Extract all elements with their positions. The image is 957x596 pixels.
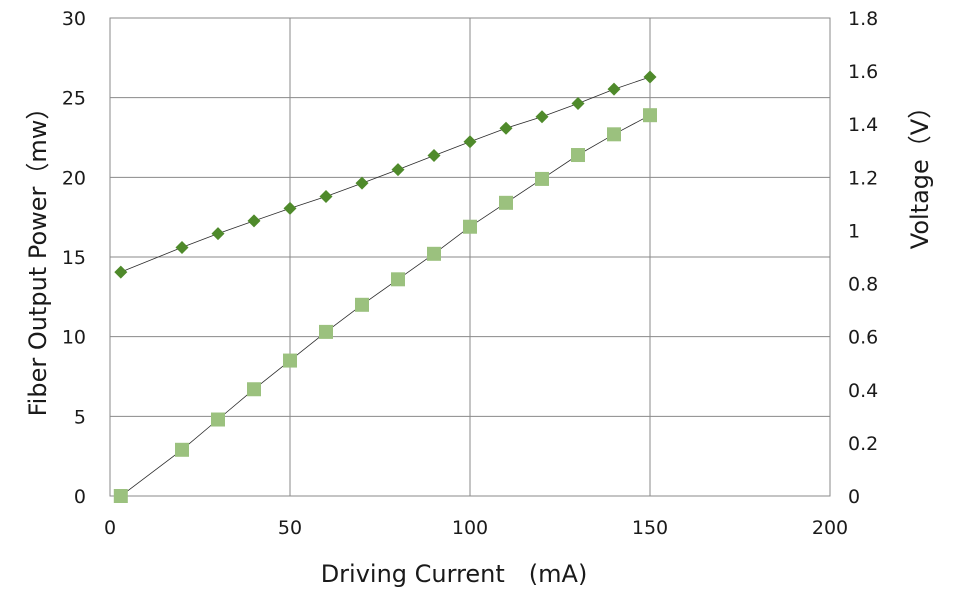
y2-tick-label: 0.2 [848, 433, 878, 455]
y2-axis-title: Voltage（V） [906, 95, 934, 249]
voltage-point [643, 70, 657, 84]
power-point [643, 108, 657, 123]
power-point [319, 324, 333, 339]
voltage-series-line [120, 76, 651, 273]
y2-axis-ticks: 0 0.2 0.4 0.6 0.8 1 1.2 1.4 1.6 1.8 [848, 8, 878, 508]
voltage-point [427, 149, 441, 163]
power-point [247, 382, 261, 397]
x-tick-label: 0 [104, 517, 116, 539]
x-tick-label: 200 [812, 517, 848, 539]
power-point [175, 442, 189, 457]
power-point [607, 127, 621, 142]
power-series-line [120, 114, 651, 497]
y-tick-label: 25 [62, 88, 86, 110]
x-tick-label: 50 [278, 517, 302, 539]
data-markers [113, 70, 657, 503]
y2-tick-label: 1.6 [848, 61, 878, 83]
y2-tick-label: 1.4 [848, 114, 878, 136]
y2-tick-label: 0.6 [848, 327, 878, 349]
y2-tick-label: 0 [848, 486, 860, 508]
voltage-point [535, 110, 549, 124]
voltage-point [211, 227, 225, 241]
x-tick-label: 100 [452, 517, 488, 539]
voltage-point [463, 135, 477, 149]
x-axis-title: Driving Current (mA) [321, 560, 588, 588]
y2-tick-label: 0.4 [848, 380, 878, 402]
voltage-point [391, 163, 405, 177]
voltage-point [607, 82, 621, 96]
y-axis-title: Fiber Output Power（mw） [24, 96, 52, 417]
series-lines [120, 76, 651, 497]
y2-tick-label: 0.8 [848, 274, 878, 296]
power-point [391, 272, 405, 287]
x-axis-ticks: 0 50 100 150 200 [104, 517, 848, 539]
power-point [463, 219, 477, 234]
voltage-point [114, 265, 128, 279]
voltage-point [499, 121, 513, 135]
power-point [571, 148, 585, 163]
power-point [211, 412, 225, 427]
power-point [283, 353, 297, 368]
y-tick-label: 15 [62, 247, 86, 269]
power-point [499, 195, 513, 210]
power-point [427, 246, 441, 261]
y2-tick-label: 1.2 [848, 167, 878, 189]
voltage-point [175, 240, 189, 254]
y-tick-label: 20 [62, 167, 86, 189]
voltage-point [319, 189, 333, 203]
y-tick-label: 10 [62, 327, 86, 349]
y2-tick-label: 1 [848, 220, 860, 242]
voltage-point [283, 201, 297, 215]
power-point [355, 297, 369, 312]
y2-tick-label: 1.8 [848, 8, 878, 30]
y-tick-label: 30 [62, 8, 86, 30]
plot-area [109, 17, 831, 497]
x-tick-label: 150 [632, 517, 668, 539]
voltage-point [571, 97, 585, 111]
voltage-point [247, 214, 261, 228]
y-tick-label: 0 [74, 486, 86, 508]
y-tick-label: 5 [74, 406, 86, 428]
power-point [535, 171, 549, 186]
y-axis-ticks: 0 5 10 15 20 25 30 [62, 8, 86, 508]
power-point [113, 489, 128, 503]
voltage-point [355, 176, 369, 190]
